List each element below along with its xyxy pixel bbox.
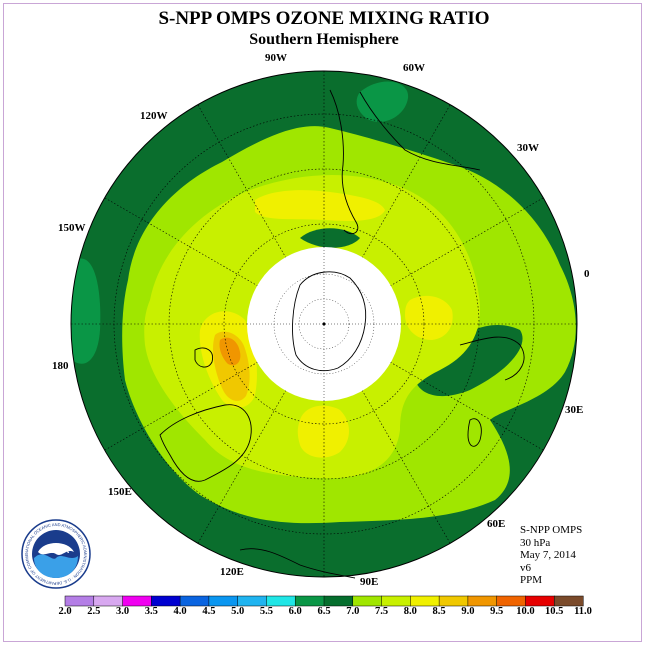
region-mid-green-west (71, 258, 101, 364)
lon-label-30w: 30W (517, 142, 539, 154)
region-dark-green-inner-east (415, 325, 523, 397)
colorbar-tick-2: 3.0 (115, 606, 130, 617)
info-version: v6 (520, 561, 531, 574)
colorbar-swatch-15 (496, 595, 526, 607)
colorbar-swatch-5 (208, 595, 239, 607)
noaa-logo: NOAA NATIONAL OCEANIC AND ATMOSPHERIC AD… (20, 518, 91, 589)
colorbar-swatch-6 (237, 595, 267, 607)
colorbar-tick-labels: 2.0 2.5 3.0 3.5 4.0 4.5 5.0 5.5 6.0 6.5 7.0 7.5 8.0 8… (0, 606, 648, 620)
colorbar-tick-9: 6.5 (317, 606, 331, 617)
colorbar-tick-11: 7.5 (374, 606, 389, 617)
colorbar-swatch-3 (151, 595, 181, 607)
map-subtitle: Southern Hemisphere (249, 31, 399, 48)
noaa-logo-text: NOAA (43, 545, 70, 555)
colorbar-tick-16: 10.0 (516, 606, 535, 617)
colorbar-tick-17: 10.5 (545, 606, 564, 617)
colorbar-swatch-17 (553, 595, 584, 607)
coastlines (159, 89, 525, 579)
colorbar-swatch-11 (381, 595, 411, 607)
info-product: S-NPP OMPS (520, 524, 583, 536)
latitude-circle-60s (223, 223, 425, 425)
colorbar-tick-0: 2.0 (58, 606, 72, 617)
coastline-antarctica-inner (292, 271, 367, 372)
colorbar-tick-6: 5.0 (231, 606, 245, 617)
colorbar-swatch-8 (294, 595, 325, 607)
lon-label-0: 0 (584, 268, 590, 280)
colorbar-tick-18: 11.0 (574, 606, 592, 617)
colorbar-swatch-4 (179, 595, 210, 607)
coastline-madagascar (467, 418, 482, 447)
coastline-new-zealand (194, 347, 213, 368)
coastline-south-africa (459, 336, 525, 381)
colorbar-swatch-1 (93, 595, 124, 607)
lon-label-60e: 60E (487, 518, 506, 530)
lon-label-90w: 90W (265, 52, 287, 64)
colorbar-tick-13: 8.5 (432, 606, 446, 617)
colorbar-tick-7: 5.5 (259, 606, 273, 617)
colorbar-tick-1: 2.5 (87, 606, 101, 617)
coastline-indonesia (239, 548, 356, 579)
colorbar-swatch-13 (438, 595, 469, 607)
colorbar-tick-4: 4.0 (173, 606, 187, 617)
lon-label-180: 180 (52, 360, 69, 372)
colorbar-swatch-2 (122, 595, 152, 607)
lon-label-150e: 150E (108, 486, 132, 498)
region-dark-green-pole-rim (300, 228, 360, 248)
pole-graticule (247, 247, 401, 401)
colorbar-tick-15: 9.5 (490, 606, 504, 617)
colorbar-swatch-12 (410, 595, 440, 607)
figure-frame (3, 3, 642, 642)
colorbar-swatch-7 (266, 595, 296, 607)
colorbar-swatch-16 (525, 595, 555, 607)
south-pole-dot (322, 322, 326, 326)
region-yellow-north (255, 190, 385, 221)
info-level: 30 hPa (520, 536, 551, 549)
lon-label-150w: 150W (58, 222, 86, 234)
colorbar-tick-10: 7.0 (346, 606, 360, 617)
colorbar (64, 595, 584, 607)
colorbar-tick-8: 6.0 (288, 606, 302, 617)
lon-label-120e: 120E (220, 566, 244, 578)
lon-label-60w: 60W (403, 62, 425, 74)
coastline-australia (159, 404, 252, 482)
colorbar-tick-14: 9.0 (461, 606, 475, 617)
colorbar-swatch-10 (352, 595, 383, 607)
colorbar-swatch-0 (64, 595, 95, 607)
lon-label-30e: 30E (565, 404, 584, 416)
map-boundary (70, 70, 578, 578)
region-mid-green-north (356, 81, 409, 122)
lon-label-120w: 120W (140, 110, 168, 122)
map-title: S-NPP OMPS OZONE MIXING RATIO (158, 8, 490, 29)
info-date: May 7, 2014 (520, 549, 576, 561)
info-units: PPM (520, 574, 543, 586)
coastline-south-america (329, 89, 359, 235)
colorbar-tick-12: 8.0 (403, 606, 417, 617)
product-info: S-NPP OMPS 30 hPa May 7, 2014 v6 PPM (520, 524, 582, 587)
coastline-south-america-east (359, 91, 481, 171)
region-orange-core (219, 337, 241, 366)
colorbar-swatch-9 (323, 595, 354, 607)
region-yellow-south (297, 405, 349, 458)
lon-label-90e: 90E (360, 576, 379, 588)
region-yellow-east (405, 295, 453, 340)
colorbar-tick-5: 4.5 (202, 606, 216, 617)
colorbar-tick-3: 3.5 (144, 606, 158, 617)
colorbar-swatch-14 (467, 595, 498, 607)
